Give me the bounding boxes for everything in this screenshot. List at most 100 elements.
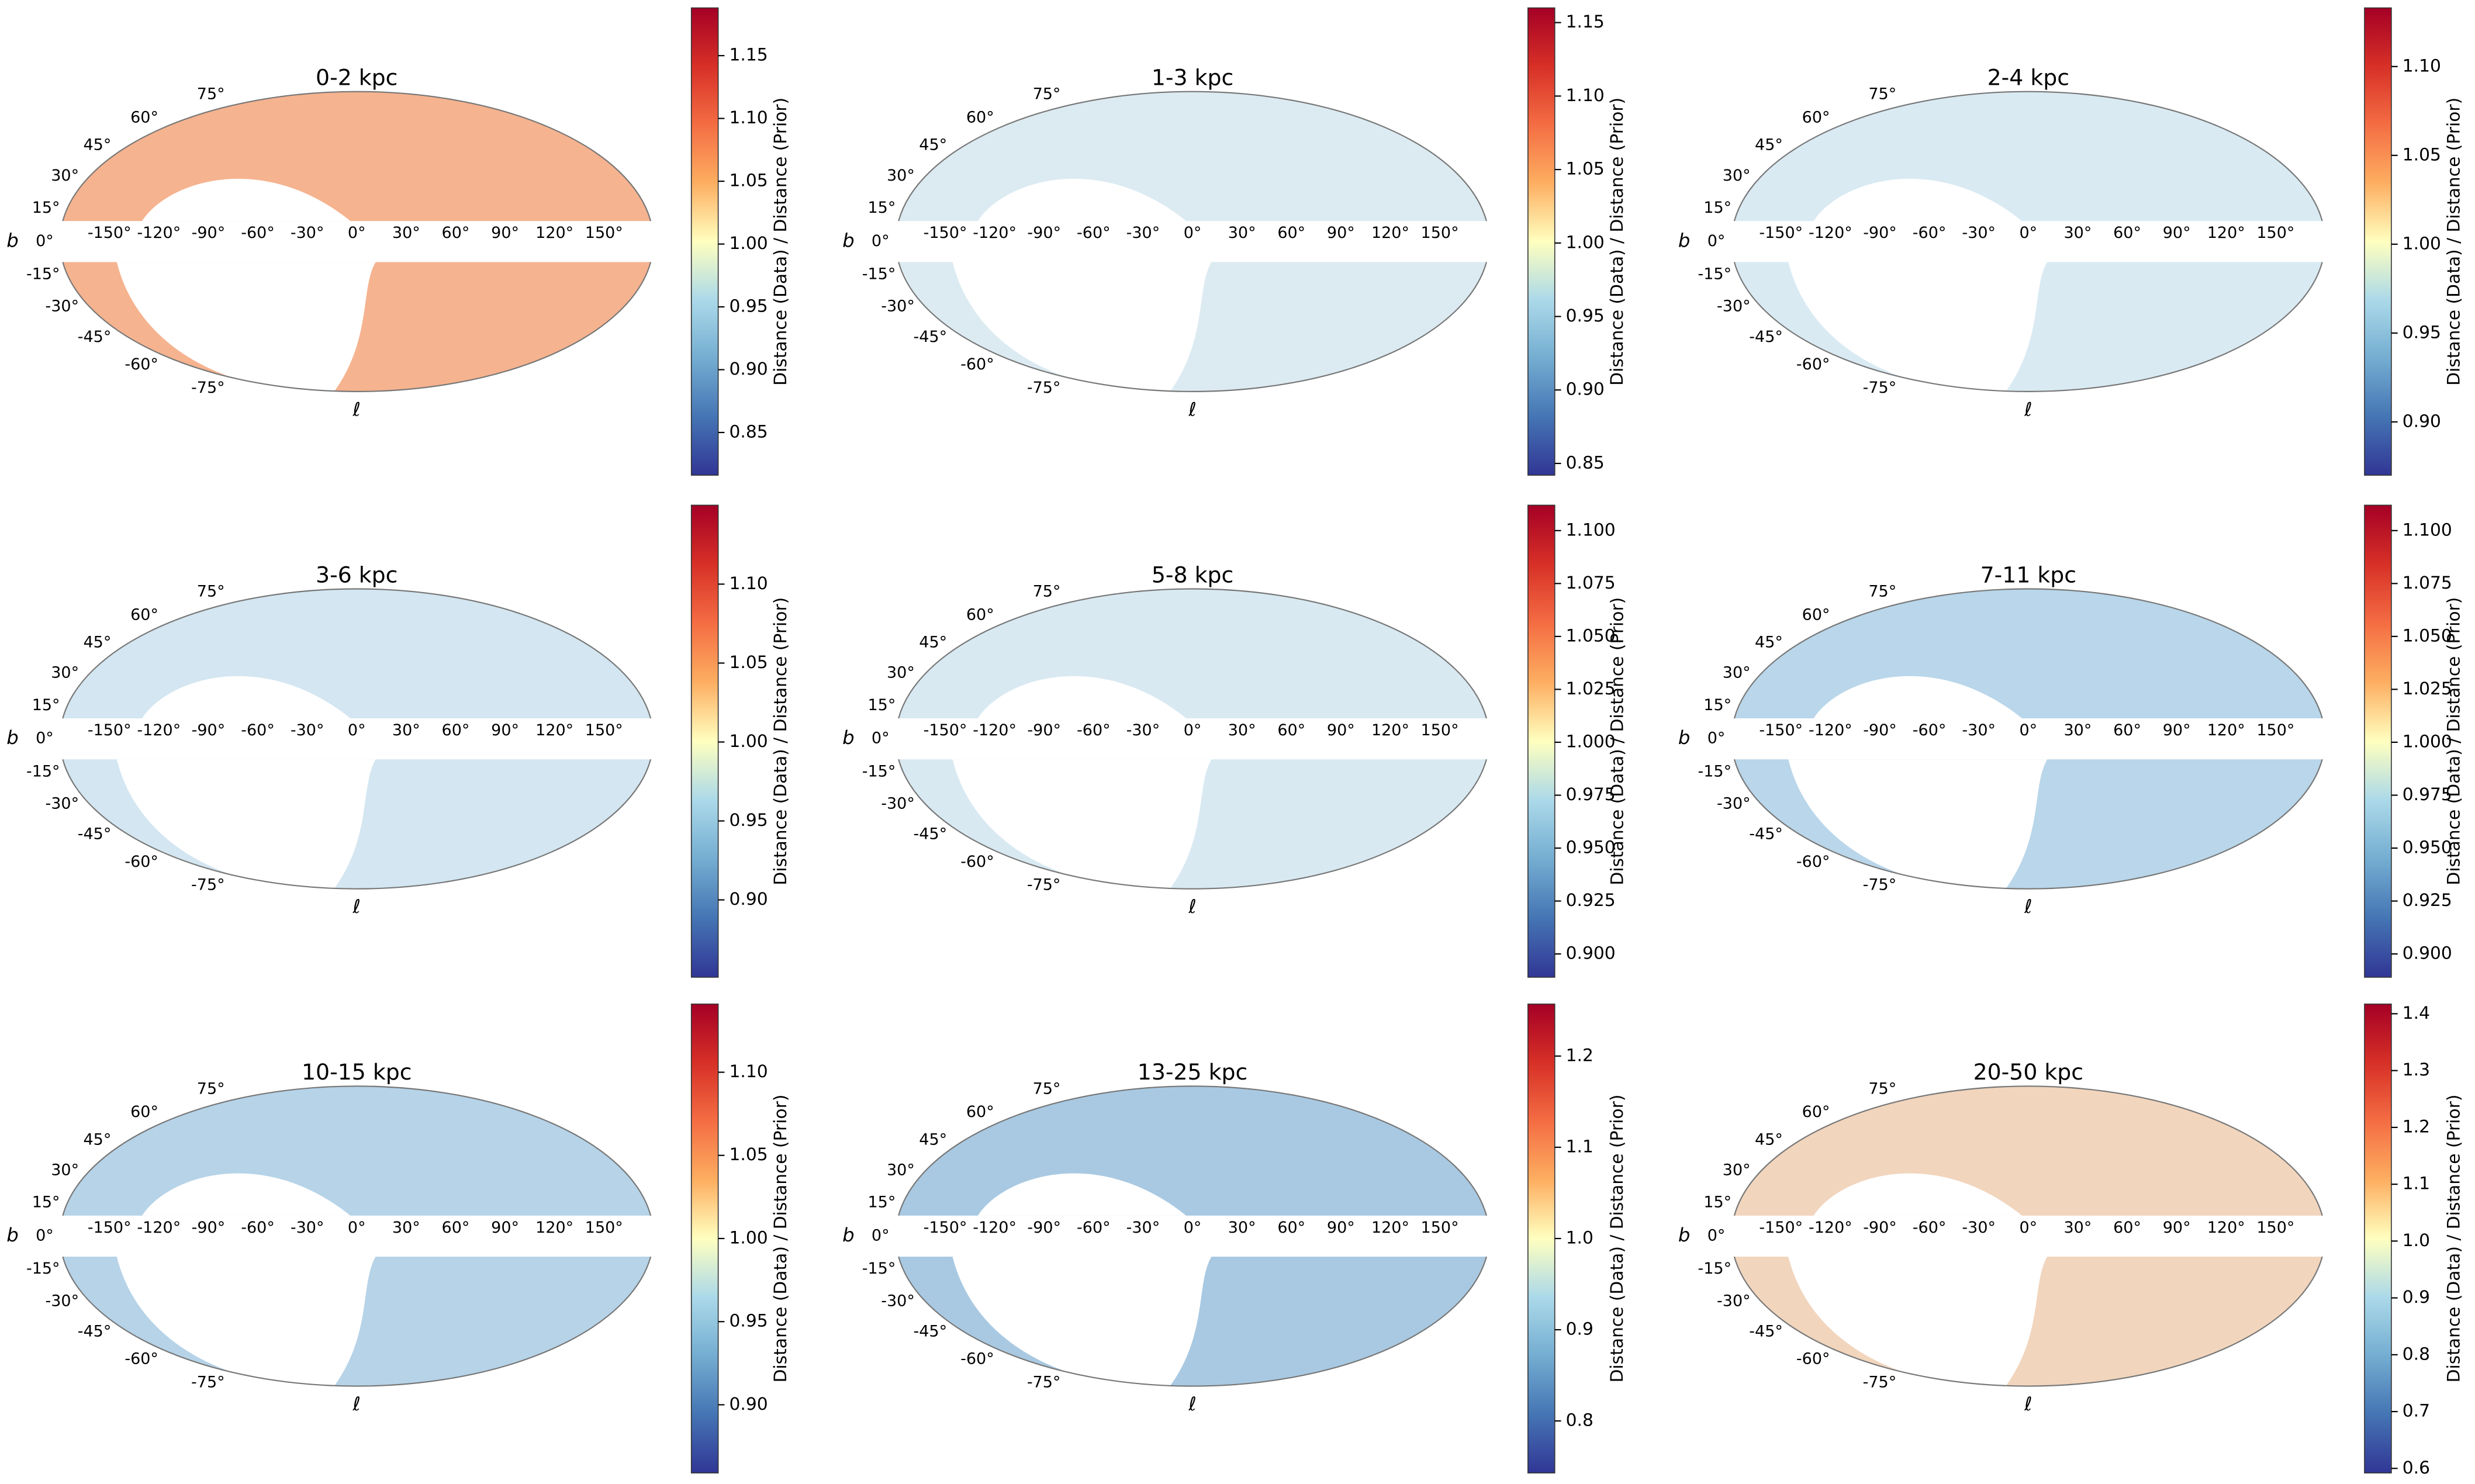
colorbar-tick-label: 0.95 (730, 810, 768, 831)
x-tick-label: -60° (1913, 224, 1947, 242)
x-tick-label: -30° (291, 721, 324, 739)
y-tick-label: -45° (914, 328, 948, 346)
colorbar-tick-label: 0.9 (1566, 1319, 1593, 1340)
colorbar-tick-label: 0.9 (2403, 1287, 2430, 1307)
x-axis-label: ℓ (2024, 1393, 2032, 1415)
colorbar-label: Distance (Data) / Distance (Prior) (2443, 597, 2464, 885)
y-tick-label: 60° (966, 1103, 994, 1121)
x-tick-label: -120° (973, 721, 1017, 739)
x-tick-label: 90° (1327, 224, 1355, 242)
y-tick-label: 0° (1707, 1226, 1726, 1244)
map-outline (898, 588, 1487, 890)
y-tick-label: -45° (1749, 825, 1783, 843)
colorbar-label: Distance (Data) / Distance (Prior) (770, 1095, 791, 1383)
colorbar-tick-label: 1.0 (2403, 1230, 2430, 1251)
y-tick-label: -30° (881, 298, 915, 316)
colorbar-tick-label: 1.10 (730, 1061, 768, 1082)
colorbar-tick-label: 1.10 (730, 573, 768, 594)
colorbar-tick-label: 1.050 (2403, 625, 2452, 646)
x-tick-label: -150° (88, 1219, 132, 1237)
colorbar-label: Distance (Data) / Distance (Prior) (1607, 98, 1627, 386)
y-tick-label: 15° (1703, 199, 1731, 217)
x-tick-label: 90° (1327, 1219, 1355, 1237)
plane-mask (892, 221, 1493, 262)
x-tick-label: 90° (491, 721, 519, 739)
y-axis-label: b (1678, 229, 1691, 251)
colorbar-tick-label: 0.95 (730, 1311, 768, 1331)
y-tick-label: -75° (1863, 1374, 1897, 1392)
x-tick-label: -60° (1913, 721, 1947, 739)
plane-mask (1728, 221, 2328, 262)
y-tick-label: -60° (960, 355, 994, 373)
colorbar-tick-label: 1.1 (2403, 1174, 2430, 1194)
north-mask (142, 676, 351, 718)
y-axis-label: b (1678, 727, 1691, 749)
colorbar (1527, 1004, 1555, 1473)
x-axis-label: ℓ (1188, 398, 1196, 420)
y-tick-label: 75° (1868, 1080, 1896, 1098)
colorbar-tick-label: 1.2 (1566, 1045, 1593, 1066)
y-tick-label: -30° (1717, 1292, 1751, 1310)
y-tick-label: -60° (1796, 1350, 1830, 1368)
y-tick-label: -45° (1749, 328, 1783, 346)
x-tick-label: 0° (1184, 721, 1202, 739)
x-tick-label: -150° (1759, 224, 1803, 242)
y-tick-label: -60° (1796, 355, 1830, 373)
x-tick-label: 30° (392, 1219, 420, 1237)
colorbar-tick-label: 1.4 (2403, 1003, 2430, 1023)
y-tick-label: 60° (966, 108, 994, 126)
x-tick-label: 150° (1421, 1219, 1459, 1237)
y-tick-label: 15° (867, 696, 896, 714)
colorbar-tick-label: 0.90 (730, 1394, 768, 1414)
x-tick-label: 90° (1327, 721, 1355, 739)
x-tick-label: -150° (924, 1219, 967, 1237)
y-tick-label: -15° (862, 762, 896, 780)
x-tick-label: -30° (1962, 1219, 1996, 1237)
colorbar-tick-label: 1.15 (730, 45, 768, 65)
x-tick-label: -150° (1759, 1219, 1803, 1237)
x-tick-label: 90° (2163, 721, 2191, 739)
y-tick-label: -30° (1717, 298, 1751, 316)
y-tick-label: 75° (197, 85, 225, 103)
colorbar-tick-label: 0.90 (2403, 411, 2441, 431)
y-tick-label: -60° (960, 853, 994, 871)
colorbar-tick-label: 0.95 (730, 296, 768, 317)
colorbar-tick-label: 1.0 (1566, 1227, 1593, 1248)
y-axis-label: b (1678, 1224, 1691, 1246)
colorbar-tick-label: 0.90 (1566, 379, 1605, 400)
x-tick-label: 60° (2113, 1219, 2141, 1237)
south-mask (952, 1257, 1212, 1388)
x-tick-label: 30° (2064, 224, 2092, 242)
colorbar-tick-label: 0.90 (730, 359, 768, 379)
y-tick-label: 0° (36, 232, 54, 250)
north-mask (1813, 178, 2023, 222)
plane-mask (1728, 1215, 2328, 1257)
y-tick-label: 30° (1723, 664, 1751, 682)
colorbar-tick-label: 1.000 (2403, 731, 2452, 752)
y-tick-label: -30° (45, 298, 79, 316)
y-tick-label: -30° (881, 795, 915, 813)
y-tick-label: -45° (1749, 1323, 1783, 1341)
y-tick-label: 0° (872, 1226, 890, 1244)
map-outline (1733, 1085, 2323, 1387)
x-tick-label: 120° (2207, 1219, 2245, 1237)
y-tick-label: 60° (1802, 108, 1830, 126)
colorbar-tick-label: 1.075 (1566, 573, 1616, 593)
y-tick-label: -75° (191, 379, 225, 397)
colorbar (690, 7, 719, 476)
y-tick-label: 30° (1723, 167, 1751, 185)
x-tick-label: -150° (1759, 721, 1803, 739)
y-tick-label: -45° (914, 825, 948, 843)
colorbar (1527, 7, 1555, 476)
colorbar-tick-label: 0.90 (730, 889, 768, 909)
y-tick-label: -15° (1698, 265, 1732, 283)
x-tick-label: -30° (291, 224, 324, 242)
y-axis-label: b (842, 727, 855, 749)
colorbar-label: Distance (Data) / Distance (Prior) (1607, 1095, 1627, 1383)
colorbar-tick-label: 0.95 (2403, 322, 2441, 343)
x-tick-label: 30° (1228, 721, 1256, 739)
x-tick-label: 30° (1228, 1219, 1256, 1237)
title: 20-50 kpc (1973, 1059, 2083, 1085)
